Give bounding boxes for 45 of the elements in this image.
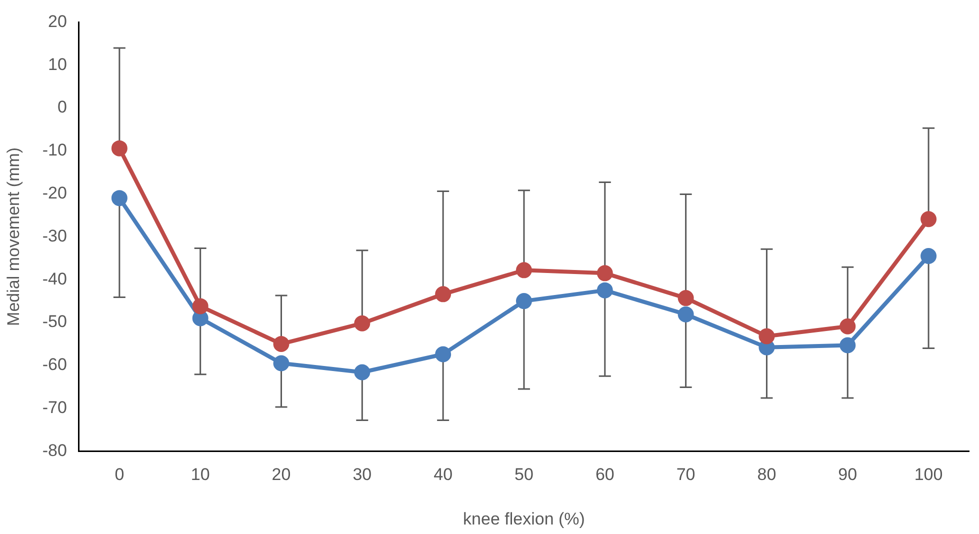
point xyxy=(354,364,370,380)
point xyxy=(354,315,370,332)
y-tick-label: 10 xyxy=(48,54,67,74)
point xyxy=(273,336,290,352)
point xyxy=(435,286,452,302)
y-tick-label: -40 xyxy=(42,269,67,288)
y-tick-label: -50 xyxy=(42,312,67,332)
point xyxy=(192,298,208,314)
y-tick-label: 20 xyxy=(48,12,67,31)
x-tick-label: 20 xyxy=(272,465,291,484)
y-tick-label: 0 xyxy=(58,98,67,117)
y-tick-label: -10 xyxy=(42,140,67,160)
point xyxy=(596,282,613,298)
y-axis-title: Medial movement (mm) xyxy=(4,147,23,326)
x-tick-label: 70 xyxy=(676,465,696,484)
y-tick-label: -70 xyxy=(42,398,67,417)
point xyxy=(920,211,937,228)
point xyxy=(920,248,937,264)
point xyxy=(192,310,208,326)
point xyxy=(678,290,694,306)
x-tick-label: 0 xyxy=(114,465,124,484)
x-tick-label: 30 xyxy=(352,465,372,484)
point xyxy=(678,306,694,322)
point xyxy=(111,140,128,156)
y-tick-label: -20 xyxy=(42,183,67,202)
y-tick-label: -30 xyxy=(42,226,67,246)
point xyxy=(435,346,452,362)
point xyxy=(516,293,532,310)
x-axis-title: knee flexion (%) xyxy=(463,509,585,528)
x-tick-label: 80 xyxy=(757,465,776,484)
point xyxy=(111,190,128,206)
y-tick-label: -80 xyxy=(42,440,67,460)
x-tick-label: 100 xyxy=(914,465,943,484)
x-tick-label: 60 xyxy=(595,465,614,484)
x-tick-label: 90 xyxy=(838,465,858,484)
point xyxy=(516,262,532,278)
point xyxy=(840,318,856,334)
point xyxy=(596,265,613,282)
x-tick-label: 40 xyxy=(434,465,453,484)
point xyxy=(273,355,290,372)
x-tick-label: 50 xyxy=(514,465,534,484)
point xyxy=(840,337,856,354)
point xyxy=(758,328,775,344)
y-tick-label: -60 xyxy=(42,355,67,374)
x-tick-label: 10 xyxy=(190,465,210,484)
